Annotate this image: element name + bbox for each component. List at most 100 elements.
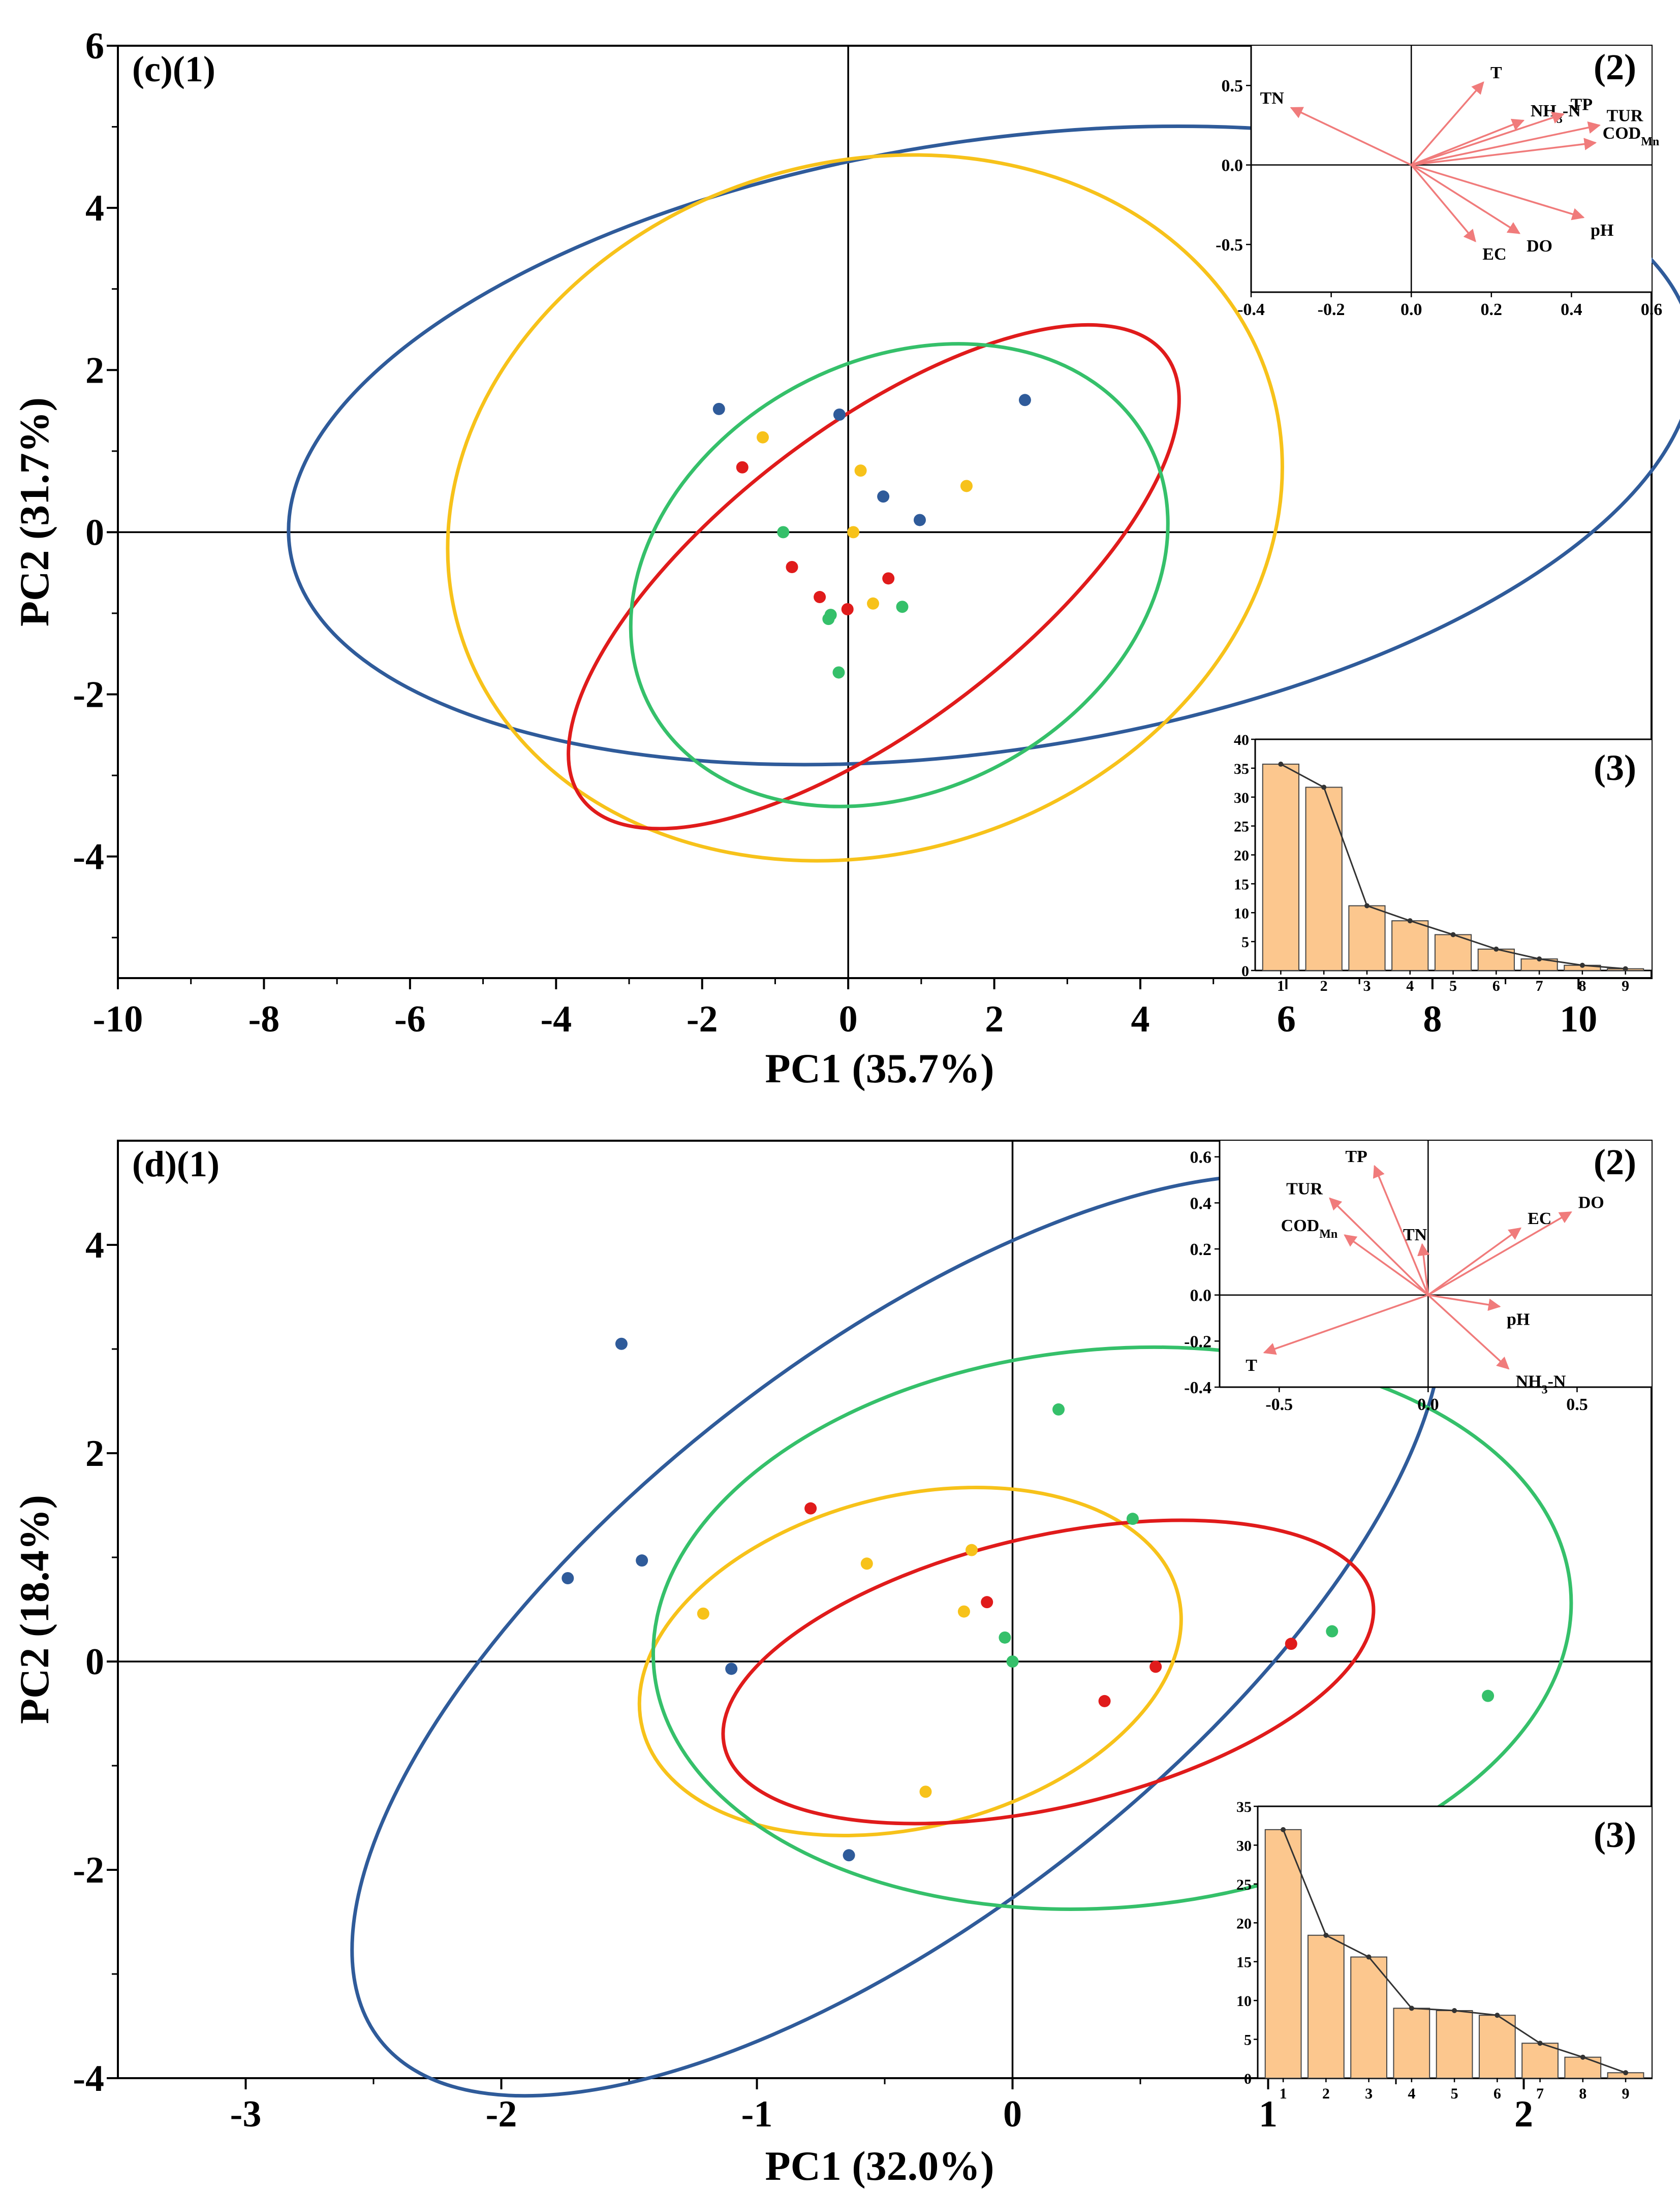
scree-point: [1537, 2041, 1543, 2046]
scree-bar: [1436, 2010, 1473, 2079]
scatter-point-green: [822, 613, 835, 625]
loading-arrow-do: [1427, 1211, 1572, 1296]
loading-arrow-tur: [1329, 1197, 1429, 1296]
scatter-point-yellow: [860, 1557, 873, 1570]
y-tick-label: 0: [85, 512, 104, 553]
scree-y-tick-label: 5: [1241, 934, 1249, 951]
loadings-x-tick-label: 0.5: [1566, 1395, 1588, 1414]
scree-point: [1494, 946, 1499, 952]
loading-label-nh3-n: NH3-N: [1516, 1372, 1566, 1397]
y-axis-title: PC2 (31.7%): [11, 397, 57, 626]
confidence-ellipse-green: [651, 1345, 1573, 1911]
scree-panel-label: (3): [1594, 747, 1636, 788]
scree-point: [1278, 761, 1284, 767]
loadings-y-tick-label: 0.5: [1222, 77, 1243, 96]
scree-point: [1450, 932, 1456, 937]
scree-bar: [1307, 1934, 1345, 2079]
scree-bar: [1350, 1956, 1387, 2079]
x-tick-label: -3: [230, 2093, 262, 2135]
scatter-point-blue: [562, 1572, 574, 1584]
panel-label: (c)(1): [132, 49, 215, 89]
scree-x-tick-label: 2: [1322, 2085, 1330, 2102]
scree-point: [1281, 1827, 1286, 1832]
scree-x-tick-label: 2: [1320, 978, 1328, 994]
y-tick-label: 4: [85, 1225, 104, 1266]
y-tick-label: -4: [73, 836, 104, 878]
scree-x-tick-label: 8: [1578, 978, 1586, 994]
loading-label-tn: TN: [1403, 1226, 1427, 1244]
scree-y-tick-label: 30: [1234, 790, 1249, 806]
scree-x-tick-label: 7: [1536, 978, 1543, 994]
scatter-point-green: [1006, 1655, 1019, 1668]
x-tick-label: -6: [394, 998, 426, 1040]
scatter-point-red: [841, 603, 854, 615]
scree-y-tick-label: 20: [1236, 1915, 1252, 1932]
loadings-panel-label: (2): [1594, 1142, 1636, 1182]
x-axis-title: PC1 (35.7%): [765, 1045, 994, 1091]
loading-label-ph: pH: [1591, 221, 1613, 240]
loading-arrow-tur: [1411, 121, 1601, 166]
scatter-point-green: [1126, 1513, 1139, 1525]
loading-arrow-tp: [1373, 1165, 1429, 1296]
scree-point: [1537, 956, 1542, 962]
y-tick-label: 0: [85, 1641, 104, 1683]
scatter-point-red: [814, 591, 826, 604]
loading-arrow-codmn: [1344, 1234, 1429, 1296]
scree-x-tick-label: 8: [1579, 2085, 1586, 2102]
panel-label: (d)(1): [132, 1144, 220, 1184]
scree-point: [1579, 962, 1585, 968]
loadings-y-tick-label: 0.2: [1190, 1240, 1212, 1259]
scree-point: [1366, 1954, 1372, 1960]
loadings-background: [1251, 46, 1652, 292]
scatter-point-blue: [913, 514, 926, 526]
loadings-x-tick-label: 0.2: [1481, 300, 1503, 319]
x-tick-label: 2: [1514, 2093, 1533, 2135]
loadings-y-tick-label: -0.4: [1184, 1379, 1211, 1397]
scree-point: [1364, 903, 1370, 908]
scatter-point-yellow: [756, 431, 769, 444]
scatter-point-yellow: [919, 1785, 932, 1798]
confidence-ellipse-red: [567, 323, 1181, 831]
x-tick-label: -10: [93, 998, 143, 1040]
y-axis-title: PC2 (18.4%): [11, 1495, 57, 1724]
scatter-point-blue: [877, 490, 890, 503]
loading-label-t: T: [1246, 1356, 1257, 1375]
scatter-point-yellow: [854, 464, 867, 477]
loading-label-do: DO: [1527, 237, 1552, 256]
scree-bar: [1393, 2008, 1430, 2079]
scree-y-tick-label: 10: [1234, 905, 1249, 922]
scree-y-tick-label: 20: [1234, 848, 1249, 864]
scree-y-tick-label: 25: [1234, 819, 1249, 835]
scree-x-tick-label: 9: [1622, 2085, 1630, 2102]
scree-x-tick-label: 3: [1365, 2085, 1373, 2102]
y-tick-label: 6: [85, 25, 104, 67]
scree-x-tick-label: 1: [1277, 978, 1285, 994]
loading-label-do: DO: [1578, 1194, 1604, 1212]
plot-frame: [117, 45, 1653, 979]
scatter-point-green: [832, 666, 845, 679]
y-tick-label: -2: [73, 674, 104, 716]
loadings-y-tick-label: 0.0: [1190, 1287, 1212, 1305]
scatter-point-green: [1052, 1403, 1065, 1416]
scree-point: [1580, 2054, 1585, 2060]
scree-bar: [1391, 920, 1429, 972]
scree-x-tick-label: 5: [1449, 978, 1457, 994]
scree-point: [1623, 966, 1628, 972]
loading-label-ec: EC: [1482, 245, 1506, 264]
scree-x-tick-label: 1: [1280, 2085, 1287, 2102]
y-tick-label: -4: [73, 2058, 104, 2100]
loading-arrow-t: [1410, 81, 1484, 166]
scatter-point-red: [804, 1502, 817, 1515]
scree-bar: [1264, 1829, 1302, 2079]
scatter-point-yellow: [867, 597, 880, 610]
scree-point: [1495, 2013, 1500, 2018]
scree-y-tick-label: 40: [1234, 732, 1249, 748]
scree-bar: [1305, 787, 1343, 971]
scree-bar: [1564, 2056, 1602, 2079]
loading-label-ph: pH: [1507, 1310, 1530, 1329]
loading-label-tp: TP: [1571, 96, 1593, 114]
loadings-inset: -0.4 -0.2 0.0 0.2 0.4 0.6-0.50.00.5 (2)TNTNH3-…: [1216, 46, 1662, 319]
y-tick-label: 2: [85, 350, 104, 391]
scree-bar: [1521, 2043, 1559, 2079]
loading-arrow-codmn: [1411, 138, 1597, 166]
